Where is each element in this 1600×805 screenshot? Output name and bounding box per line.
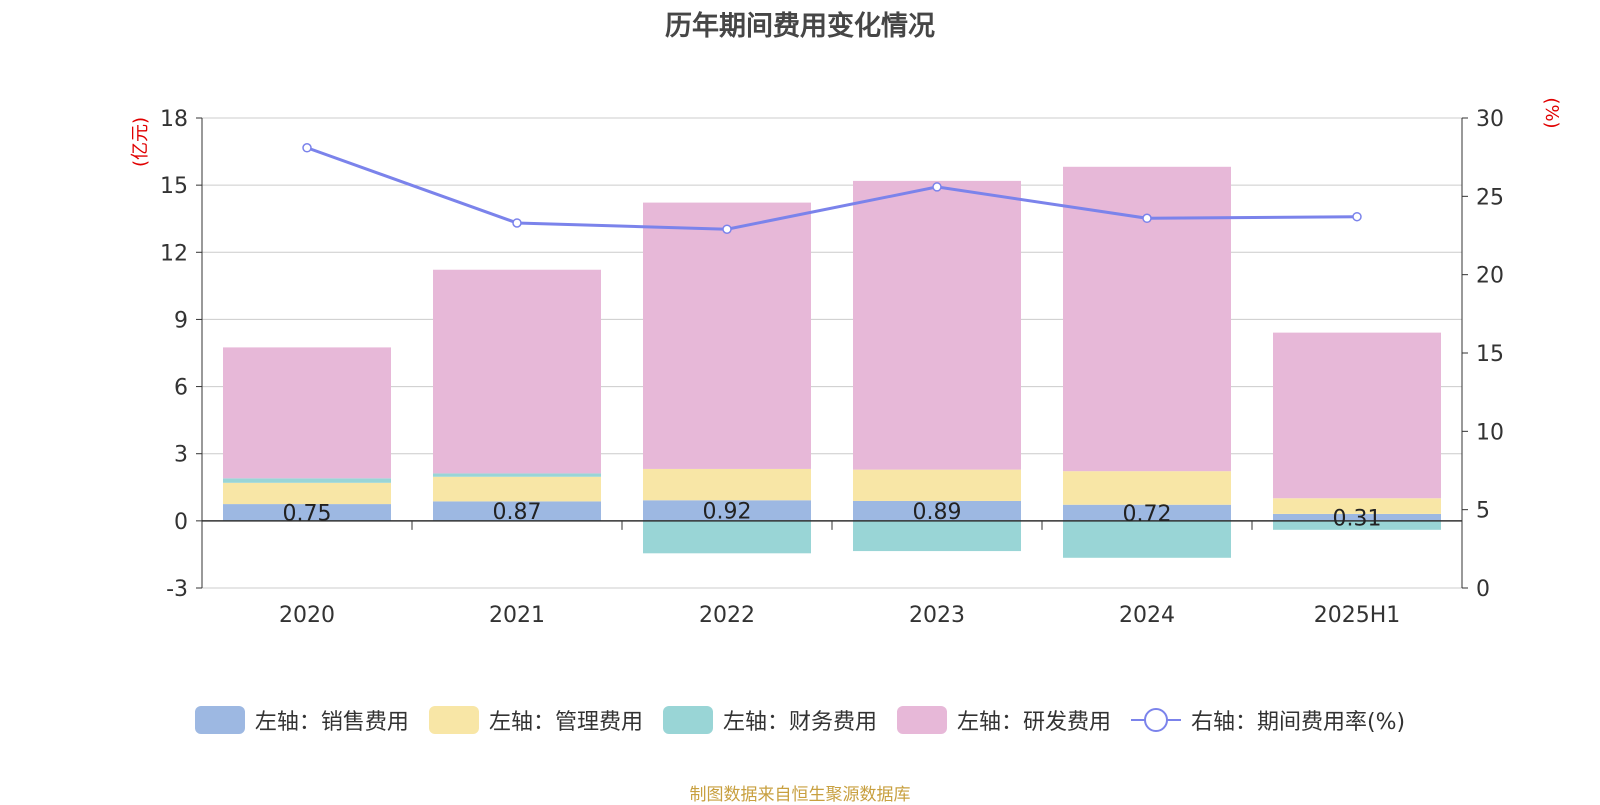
bar-segment <box>1063 504 1231 521</box>
legend-swatch-admin <box>428 706 479 734</box>
bar-segment <box>433 501 601 521</box>
bar-segment <box>853 180 1021 470</box>
bar-data-label: 0.75 <box>283 501 332 526</box>
expense-rate-point <box>512 218 522 228</box>
expense-rate-point <box>932 182 942 192</box>
expense-rate-line <box>306 146 1358 231</box>
expense-rate-point <box>302 143 312 153</box>
legend-item-rnd[interactable]: 左轴：研发费用 <box>896 704 1111 736</box>
x-axis-category-label: 2024 <box>1119 603 1175 628</box>
bar-data-label: 0.89 <box>913 500 962 525</box>
bar-segment <box>1063 166 1231 472</box>
bar-segment <box>853 520 1021 552</box>
bar-segment <box>433 476 601 502</box>
bar-segment <box>223 478 391 483</box>
right-axis-tick-label: 10 <box>1476 420 1504 445</box>
bar-segment <box>643 468 811 501</box>
bar-segment <box>1273 520 1441 530</box>
right-axis-tick-label: 0 <box>1476 577 1490 602</box>
legend-line-marker-icon <box>1130 706 1181 734</box>
legend-label-rnd: 左轴：研发费用 <box>956 710 1111 735</box>
x-axis-category-label: 2020 <box>279 603 335 628</box>
legend-label-admin: 左轴：管理费用 <box>488 710 643 735</box>
legend-item-admin[interactable]: 左轴：管理费用 <box>428 704 643 736</box>
left-axis-tick-label: -3 <box>166 577 188 602</box>
left-axis-unit-label: (亿元) <box>130 117 151 167</box>
left-axis-tick-label: 3 <box>174 443 188 468</box>
legend-swatch-rnd <box>896 706 947 734</box>
right-axis-unit-label: (%) <box>1541 97 1562 128</box>
bar-segment <box>1063 520 1231 558</box>
left-axis-tick-label: 18 <box>160 107 188 132</box>
left-axis-tick-label: 9 <box>174 308 188 333</box>
bar-segment <box>223 347 391 479</box>
bar-segment <box>433 269 601 474</box>
right-axis-tick-label: 20 <box>1476 264 1504 289</box>
bar-segment <box>643 500 811 521</box>
left-axis-tick-label: 12 <box>160 241 188 266</box>
chart-legend: 左轴：销售费用 左轴：管理费用 左轴：财务费用 左轴：研发费用 右轴：期间费用率… <box>0 704 1600 736</box>
left-axis-tick-label: 6 <box>174 376 188 401</box>
x-axis-category-label: 2023 <box>909 603 965 628</box>
bar-segment <box>1063 471 1231 505</box>
legend-label-sales: 左轴：销售费用 <box>254 710 409 735</box>
legend-item-finance[interactable]: 左轴：财务费用 <box>662 704 877 736</box>
bar-data-label: 0.31 <box>1333 506 1382 531</box>
bar-segment <box>1273 498 1441 514</box>
legend-item-sales[interactable]: 左轴：销售费用 <box>194 704 409 736</box>
legend-swatch-finance <box>662 706 713 734</box>
bar-segment <box>643 202 811 469</box>
right-axis-tick-label: 15 <box>1476 342 1504 367</box>
legend-item-expense-rate[interactable]: 右轴：期间费用率(%) <box>1130 704 1406 736</box>
bar-data-label: 0.87 <box>493 500 542 525</box>
x-axis-category-label: 2022 <box>699 603 755 628</box>
x-axis-category-label: 2021 <box>489 603 545 628</box>
bar-segment <box>223 482 391 505</box>
chart-title: 历年期间费用变化情况 <box>665 11 935 42</box>
left-axis-tick-label: 0 <box>174 510 188 535</box>
bar-segment <box>853 500 1021 521</box>
bar-segment <box>1273 332 1441 499</box>
bar-segment <box>1273 513 1441 521</box>
expense-rate-point <box>1142 213 1152 224</box>
expense-rate-point <box>1352 211 1362 222</box>
right-axis-tick-label: 5 <box>1476 499 1490 524</box>
bar-data-label: 0.72 <box>1123 502 1172 527</box>
right-axis-tick-label: 25 <box>1476 185 1504 210</box>
right-axis-tick-label: 30 <box>1476 107 1504 132</box>
source-note: 制图数据来自恒生聚源数据库 <box>689 785 911 805</box>
expense-rate-point <box>722 224 732 234</box>
bar-segment <box>433 473 601 477</box>
chart-canvas: -3 0 3 6 9 12 15 18 0 5 10 15 20 25 30 (亿元) (%) 0.75 0.87 0… <box>130 97 1562 628</box>
bar-segment <box>643 520 811 554</box>
legend-label-finance: 左轴：财务费用 <box>722 710 877 735</box>
legend-label-expense-rate: 右轴：期间费用率(%) <box>1190 710 1406 735</box>
x-axis-category-label: 2025H1 <box>1314 603 1401 628</box>
bar-segment <box>223 504 391 521</box>
legend-swatch-sales <box>194 706 245 734</box>
left-axis-tick-label: 15 <box>160 174 188 199</box>
bar-data-label: 0.92 <box>703 500 752 525</box>
bar-segment <box>853 469 1021 501</box>
